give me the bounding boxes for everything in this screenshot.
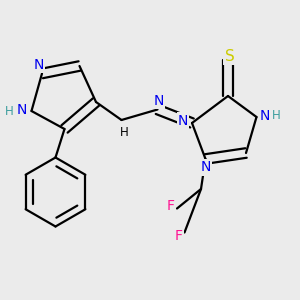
Text: N: N [178, 114, 188, 128]
Text: H: H [272, 109, 280, 122]
Text: H: H [120, 125, 129, 139]
Text: N: N [260, 109, 270, 122]
Text: H: H [4, 105, 14, 118]
Text: F: F [175, 229, 183, 242]
Text: N: N [200, 160, 211, 174]
Text: N: N [17, 103, 27, 116]
Text: N: N [34, 58, 44, 72]
Text: F: F [167, 199, 174, 212]
Text: N: N [153, 94, 164, 108]
Text: S: S [225, 49, 234, 64]
